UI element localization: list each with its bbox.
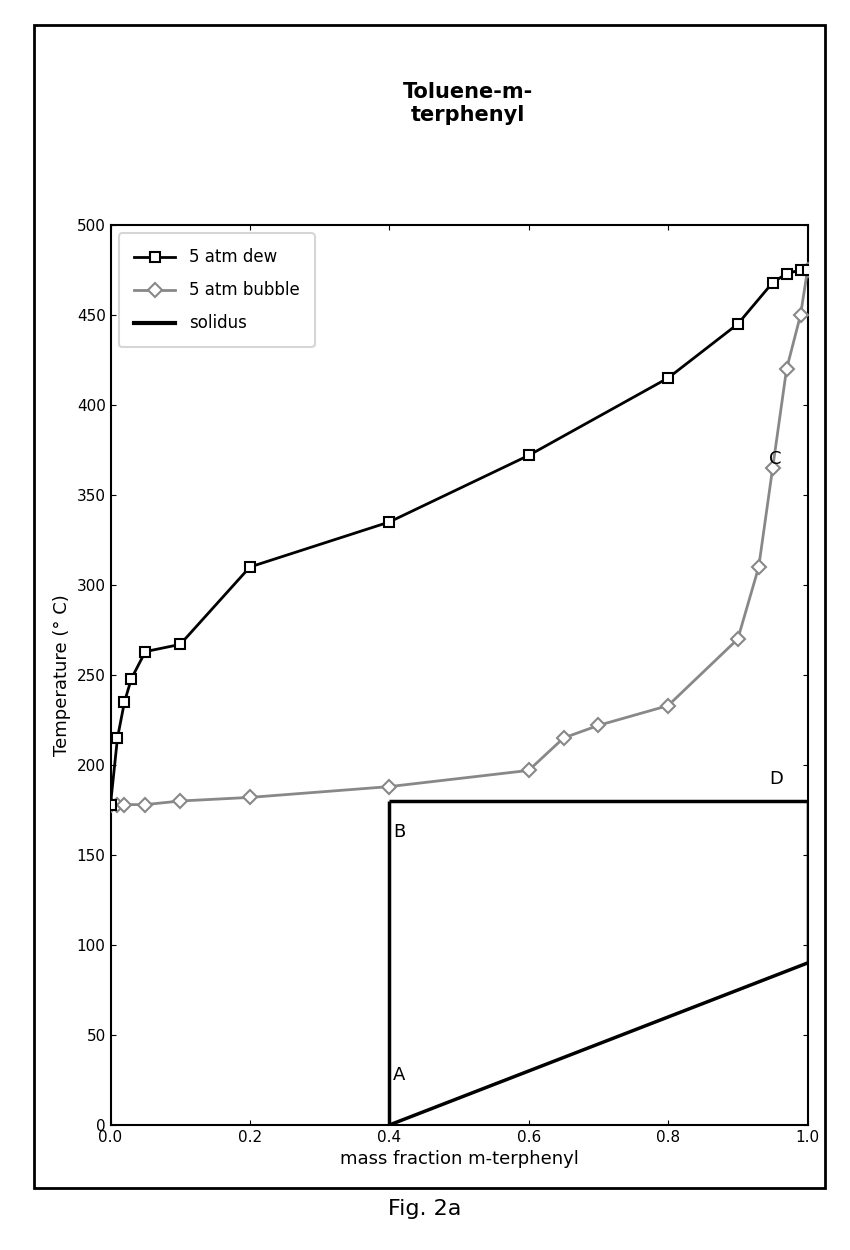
Y-axis label: Temperature (° C): Temperature (° C) (53, 594, 71, 756)
Text: Fig. 2a: Fig. 2a (388, 1199, 462, 1219)
Text: Toluene-m-
terphenyl: Toluene-m- terphenyl (402, 81, 533, 125)
Text: C: C (769, 450, 782, 468)
X-axis label: mass fraction m-terphenyl: mass fraction m-terphenyl (339, 1150, 579, 1169)
Legend: 5 atm dew, 5 atm bubble, solidus: 5 atm dew, 5 atm bubble, solidus (119, 234, 314, 348)
Text: B: B (393, 822, 405, 840)
Text: A: A (393, 1065, 405, 1084)
Text: D: D (769, 770, 783, 789)
